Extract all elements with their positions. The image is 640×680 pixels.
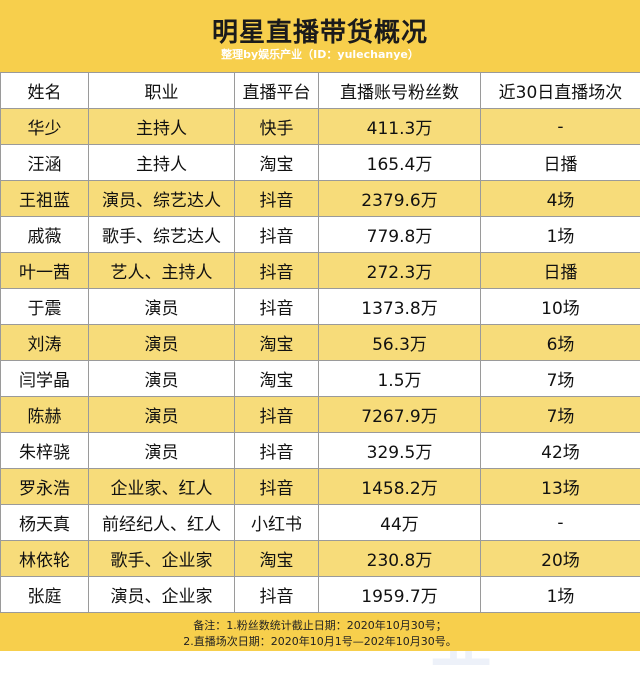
- cell-name: 华少: [1, 109, 89, 145]
- cell-fans: 2379.6万: [319, 181, 481, 217]
- cell-name: 刘涛: [1, 325, 89, 361]
- cell-name: 罗永浩: [1, 469, 89, 505]
- cell-platform: 抖音: [235, 181, 319, 217]
- table-row: 罗永浩 企业家、红人 抖音 1458.2万 13场: [1, 469, 640, 505]
- summary-sheet: 明星直播带货概况 整理by娱乐产业（ID：yulechanye） 娱乐产业 姓名…: [0, 0, 640, 650]
- cell-sessions: 6场: [481, 325, 640, 361]
- cell-sessions: 日播: [481, 145, 640, 181]
- cell-job: 演员、企业家: [89, 577, 235, 613]
- cell-name: 杨天真: [1, 505, 89, 541]
- cell-sessions: 13场: [481, 469, 640, 505]
- cell-fans: 1373.8万: [319, 289, 481, 325]
- cell-platform: 抖音: [235, 397, 319, 433]
- cell-platform: 抖音: [235, 577, 319, 613]
- cell-name: 于震: [1, 289, 89, 325]
- cell-platform: 抖音: [235, 469, 319, 505]
- table-row: 朱梓骁 演员 抖音 329.5万 42场: [1, 433, 640, 469]
- cell-sessions: 1场: [481, 217, 640, 253]
- header-band: 明星直播带货概况 整理by娱乐产业（ID：yulechanye）: [0, 0, 640, 73]
- cell-job: 演员: [89, 397, 235, 433]
- cell-sessions: 4场: [481, 181, 640, 217]
- cell-fans: 230.8万: [319, 541, 481, 577]
- cell-sessions: 10场: [481, 289, 640, 325]
- cell-fans: 1959.7万: [319, 577, 481, 613]
- page-subtitle: 整理by娱乐产业（ID：yulechanye）: [0, 46, 640, 62]
- cell-platform: 淘宝: [235, 541, 319, 577]
- cell-sessions: 7场: [481, 361, 640, 397]
- cell-job: 企业家、红人: [89, 469, 235, 505]
- column-header-fans: 直播账号粉丝数: [319, 73, 481, 109]
- cell-sessions: 7场: [481, 397, 640, 433]
- cell-job: 演员: [89, 289, 235, 325]
- note-line-1: 备注：1.粉丝数统计截止日期：2020年10月30号；: [0, 617, 640, 633]
- table-row: 张庭 演员、企业家 抖音 1959.7万 1场: [1, 577, 640, 613]
- cell-fans: 329.5万: [319, 433, 481, 469]
- cell-name: 戚薇: [1, 217, 89, 253]
- cell-platform: 抖音: [235, 433, 319, 469]
- cell-fans: 779.8万: [319, 217, 481, 253]
- cell-job: 艺人、主持人: [89, 253, 235, 289]
- cell-sessions: 20场: [481, 541, 640, 577]
- table-row: 林依轮 歌手、企业家 淘宝 230.8万 20场: [1, 541, 640, 577]
- column-header-job: 职业: [89, 73, 235, 109]
- cell-platform: 抖音: [235, 289, 319, 325]
- table-row: 戚薇 歌手、综艺达人 抖音 779.8万 1场: [1, 217, 640, 253]
- cell-fans: 1.5万: [319, 361, 481, 397]
- cell-job: 主持人: [89, 145, 235, 181]
- cell-fans: 272.3万: [319, 253, 481, 289]
- table-body: 华少 主持人 快手 411.3万 - 汪涵 主持人 淘宝 165.4万 日播 王…: [1, 109, 640, 613]
- cell-fans: 411.3万: [319, 109, 481, 145]
- cell-sessions: -: [481, 109, 640, 145]
- table-row: 汪涵 主持人 淘宝 165.4万 日播: [1, 145, 640, 181]
- cell-name: 王祖蓝: [1, 181, 89, 217]
- table-row: 于震 演员 抖音 1373.8万 10场: [1, 289, 640, 325]
- column-header-name: 姓名: [1, 73, 89, 109]
- data-table: 姓名 职业 直播平台 直播账号粉丝数 近30日直播场次 华少 主持人 快手 41…: [0, 72, 640, 613]
- cell-name: 朱梓骁: [1, 433, 89, 469]
- note-line-2: 2.直播场次日期：2020年10月1号—202年10月30号。: [0, 633, 640, 649]
- cell-fans: 44万: [319, 505, 481, 541]
- cell-job: 前经纪人、红人: [89, 505, 235, 541]
- cell-fans: 7267.9万: [319, 397, 481, 433]
- table-row: 叶一茜 艺人、主持人 抖音 272.3万 日播: [1, 253, 640, 289]
- cell-job: 歌手、综艺达人: [89, 217, 235, 253]
- footer-notes: 备注：1.粉丝数统计截止日期：2020年10月30号； 2.直播场次日期：202…: [0, 612, 640, 651]
- cell-job: 歌手、企业家: [89, 541, 235, 577]
- table-row: 陈赫 演员 抖音 7267.9万 7场: [1, 397, 640, 433]
- table-row: 闫学晶 演员 淘宝 1.5万 7场: [1, 361, 640, 397]
- cell-job: 演员: [89, 361, 235, 397]
- cell-platform: 快手: [235, 109, 319, 145]
- cell-name: 汪涵: [1, 145, 89, 181]
- cell-name: 闫学晶: [1, 361, 89, 397]
- cell-job: 演员: [89, 433, 235, 469]
- cell-fans: 165.4万: [319, 145, 481, 181]
- cell-platform: 小红书: [235, 505, 319, 541]
- cell-platform: 淘宝: [235, 145, 319, 181]
- cell-sessions: -: [481, 505, 640, 541]
- cell-name: 叶一茜: [1, 253, 89, 289]
- cell-platform: 抖音: [235, 217, 319, 253]
- cell-name: 张庭: [1, 577, 89, 613]
- cell-platform: 淘宝: [235, 325, 319, 361]
- cell-sessions: 42场: [481, 433, 640, 469]
- column-header-sessions: 近30日直播场次: [481, 73, 640, 109]
- page-title: 明星直播带货概况: [0, 12, 640, 49]
- cell-name: 陈赫: [1, 397, 89, 433]
- table-row: 华少 主持人 快手 411.3万 -: [1, 109, 640, 145]
- table-header-row: 姓名 职业 直播平台 直播账号粉丝数 近30日直播场次: [1, 73, 640, 109]
- table-row: 杨天真 前经纪人、红人 小红书 44万 -: [1, 505, 640, 541]
- cell-job: 演员: [89, 325, 235, 361]
- cell-job: 演员、综艺达人: [89, 181, 235, 217]
- cell-fans: 56.3万: [319, 325, 481, 361]
- cell-job: 主持人: [89, 109, 235, 145]
- column-header-platform: 直播平台: [235, 73, 319, 109]
- cell-name: 林依轮: [1, 541, 89, 577]
- cell-platform: 淘宝: [235, 361, 319, 397]
- cell-platform: 抖音: [235, 253, 319, 289]
- cell-sessions: 日播: [481, 253, 640, 289]
- cell-fans: 1458.2万: [319, 469, 481, 505]
- cell-sessions: 1场: [481, 577, 640, 613]
- table-row: 王祖蓝 演员、综艺达人 抖音 2379.6万 4场: [1, 181, 640, 217]
- table-row: 刘涛 演员 淘宝 56.3万 6场: [1, 325, 640, 361]
